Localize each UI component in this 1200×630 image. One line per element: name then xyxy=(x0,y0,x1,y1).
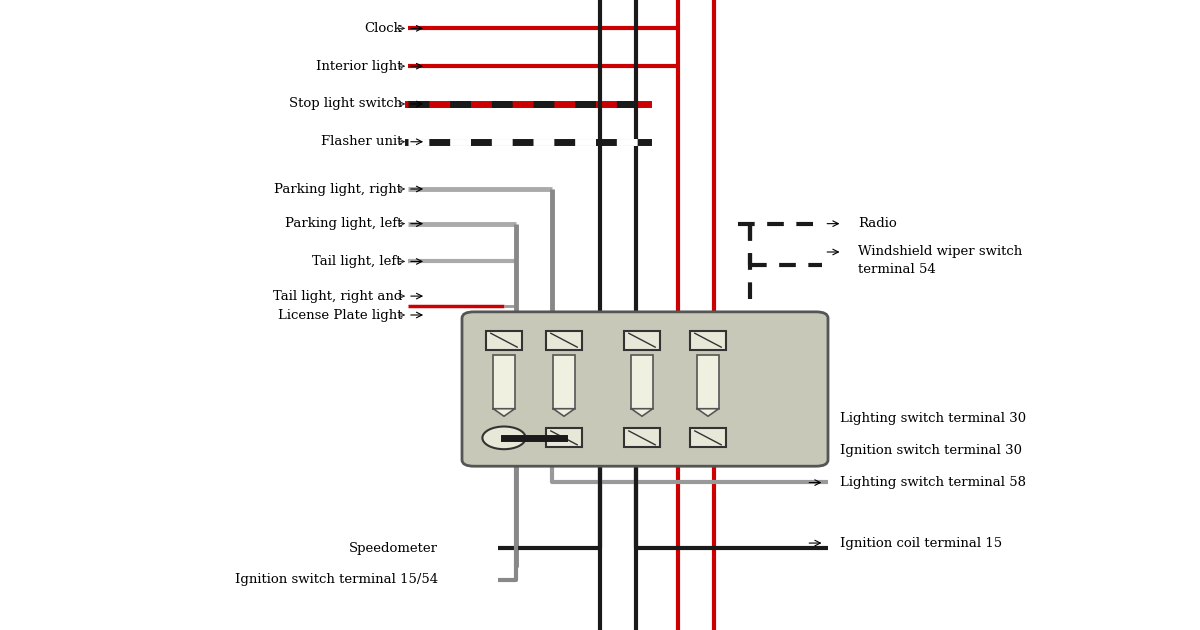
Text: Stop light switch: Stop light switch xyxy=(289,98,402,110)
Text: Speedometer: Speedometer xyxy=(349,542,438,554)
Bar xyxy=(624,428,660,447)
Text: Clock: Clock xyxy=(365,22,402,35)
Text: Parking light, right: Parking light, right xyxy=(274,183,402,195)
Bar xyxy=(546,428,582,447)
Bar xyxy=(493,355,515,409)
Text: Tail light, left: Tail light, left xyxy=(312,255,402,268)
Text: Lighting switch terminal 58: Lighting switch terminal 58 xyxy=(840,476,1026,489)
Bar xyxy=(624,331,660,350)
Polygon shape xyxy=(493,409,515,416)
Polygon shape xyxy=(631,409,653,416)
Bar xyxy=(631,355,653,409)
Bar xyxy=(690,331,726,350)
Bar xyxy=(690,428,726,447)
Bar xyxy=(697,355,719,409)
Text: Lighting switch terminal 30: Lighting switch terminal 30 xyxy=(840,412,1026,425)
Circle shape xyxy=(482,427,526,449)
Text: License Plate light: License Plate light xyxy=(277,309,402,321)
Bar xyxy=(486,331,522,350)
Text: terminal 54: terminal 54 xyxy=(858,263,936,276)
Polygon shape xyxy=(697,409,719,416)
FancyBboxPatch shape xyxy=(462,312,828,466)
Text: Ignition coil terminal 15: Ignition coil terminal 15 xyxy=(840,537,1002,549)
Text: Parking light, left: Parking light, left xyxy=(284,217,402,230)
Bar xyxy=(553,355,575,409)
Polygon shape xyxy=(553,409,575,416)
Text: Windshield wiper switch: Windshield wiper switch xyxy=(858,246,1022,258)
Text: Radio: Radio xyxy=(858,217,896,230)
Text: Tail light, right and: Tail light, right and xyxy=(272,290,402,302)
Text: Flasher unit: Flasher unit xyxy=(320,135,402,148)
Text: Interior light: Interior light xyxy=(316,60,402,72)
Bar xyxy=(546,331,582,350)
Text: Ignition switch terminal 15/54: Ignition switch terminal 15/54 xyxy=(235,573,438,586)
Text: Ignition switch terminal 30: Ignition switch terminal 30 xyxy=(840,444,1022,457)
